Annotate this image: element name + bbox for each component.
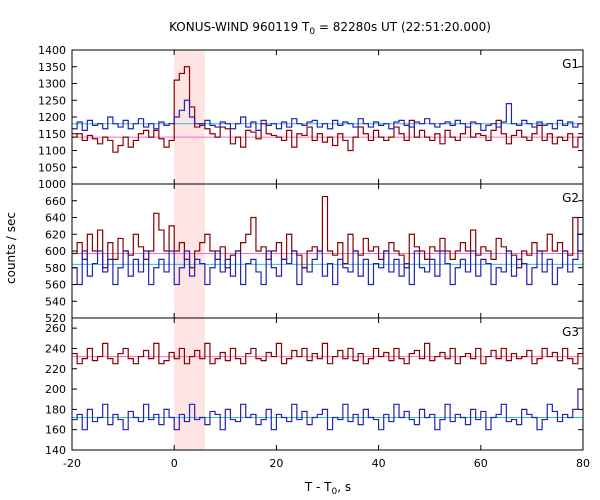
chart-title: KONUS-WIND 960119 T0 = 82280s UT (22:51:… bbox=[169, 20, 491, 37]
y-tick-label: 580 bbox=[45, 262, 66, 275]
y-tick-label: 1400 bbox=[38, 44, 66, 57]
y-tick-label: 640 bbox=[45, 212, 66, 225]
y-tick-label: 520 bbox=[45, 312, 66, 325]
histogram-high-g2 bbox=[72, 195, 583, 269]
x-tick-label: 0 bbox=[171, 457, 178, 470]
y-tick-label: 240 bbox=[45, 342, 66, 355]
y-tick-label: 1350 bbox=[38, 61, 66, 74]
panel-frame bbox=[71, 317, 584, 451]
histogram-low-g1 bbox=[72, 99, 583, 131]
y-tick-label: 600 bbox=[45, 245, 66, 258]
y-tick-label: 1300 bbox=[38, 78, 66, 91]
x-tick-label: 60 bbox=[474, 457, 488, 470]
y-tick-label: 1250 bbox=[38, 94, 66, 107]
y-tick-label: 660 bbox=[45, 195, 66, 208]
histogram-low-g3 bbox=[72, 388, 583, 431]
y-tick-label: 140 bbox=[45, 444, 66, 457]
x-tick-label: 40 bbox=[372, 457, 386, 470]
histogram-high-g1 bbox=[72, 66, 583, 153]
y-tick-label: 1050 bbox=[38, 161, 66, 174]
histogram-low-g2 bbox=[72, 233, 583, 286]
y-tick-label: 1150 bbox=[38, 128, 66, 141]
x-tick-label: -20 bbox=[63, 457, 81, 470]
y-axis-label: counts / sec bbox=[4, 212, 18, 284]
x-tick-label: 20 bbox=[269, 457, 283, 470]
y-tick-label: 540 bbox=[45, 295, 66, 308]
panel-g1: 1000 1050 1100 1150 1200 1250 1300 1350 1400 G1 bbox=[38, 44, 584, 191]
x-axis-label: T - T0, s bbox=[304, 480, 351, 497]
y-tick-label: 1000 bbox=[38, 178, 66, 191]
y-tick-label: 220 bbox=[45, 363, 66, 376]
histogram-high-g3 bbox=[72, 342, 583, 365]
y-tick-label: 180 bbox=[45, 403, 66, 416]
panel-g2: 520 540 560 580 600 620 640 660 G2 bbox=[45, 183, 584, 325]
y-tick-label: 1100 bbox=[38, 145, 66, 158]
panel-g3: 140 160 180 200 220 240 260 G3 bbox=[45, 317, 584, 457]
y-tick-label: 260 bbox=[45, 322, 66, 335]
y-tick-label: 200 bbox=[45, 383, 66, 396]
chart-content: 100010501100115012001250130013501400G152… bbox=[38, 44, 590, 470]
y-tick-label: 560 bbox=[45, 279, 66, 292]
panel-label: G3 bbox=[562, 325, 579, 339]
panel-label: G1 bbox=[562, 57, 579, 71]
y-tick-label: 1200 bbox=[38, 111, 66, 124]
y-tick-label: 160 bbox=[45, 424, 66, 437]
x-tick-label: 80 bbox=[576, 457, 590, 470]
panel-label: G2 bbox=[562, 191, 579, 205]
y-tick-label: 620 bbox=[45, 228, 66, 241]
